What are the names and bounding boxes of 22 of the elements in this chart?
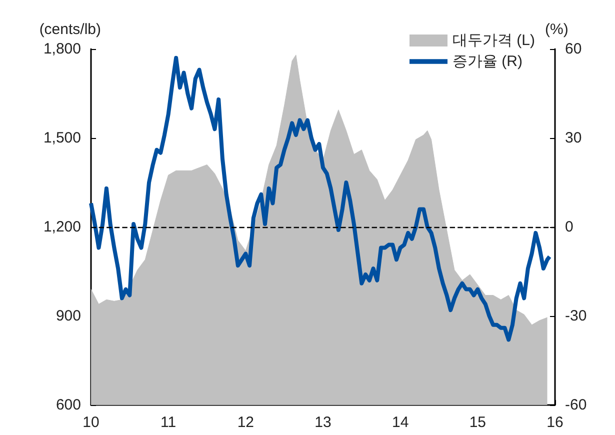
y2-tick-label: 0	[565, 218, 574, 236]
y-tick-label: 1,200	[43, 218, 81, 236]
x-tick-label: 16	[546, 414, 564, 431]
y2-tick-label: 30	[565, 130, 582, 146]
y-tick-label: 600	[56, 396, 81, 414]
y2-tick-label: -60	[565, 396, 587, 414]
x-tick-label: 15	[469, 414, 486, 431]
legend-label: 대두가격 (L)	[452, 32, 536, 49]
legend-label: 증가율 (R)	[452, 53, 522, 70]
x-tick-label: 10	[82, 414, 100, 431]
x-tick-label: 13	[314, 414, 332, 431]
line-series	[89, 56, 552, 342]
x-tick-label: 11	[160, 414, 176, 431]
y-tick-label: 1,800	[43, 40, 81, 58]
y-axis-title: (cents/lb)	[39, 21, 101, 38]
y-tick-label: 900	[56, 308, 81, 324]
x-tick-label: 14	[392, 414, 409, 431]
y-tick-label: 1,500	[43, 130, 81, 146]
y2-axis-title: (%)	[545, 21, 568, 38]
y2-tick-label: 60	[565, 40, 582, 58]
y2-tick-label: -30	[565, 308, 587, 324]
x-tick-label: 12	[237, 414, 254, 431]
